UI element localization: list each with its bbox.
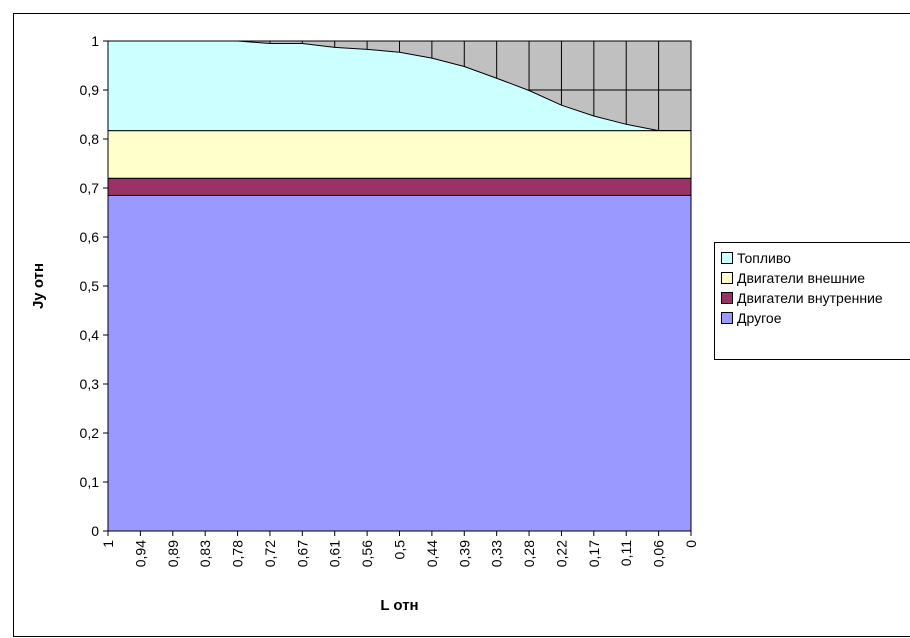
- legend-swatch: [721, 252, 733, 264]
- x-tick-label: 0,44: [424, 540, 440, 567]
- x-tick-label: 0,39: [456, 540, 472, 567]
- x-tick-label: 0,83: [197, 540, 213, 567]
- x-axis-title: L отн: [380, 597, 418, 614]
- y-tick-label: 0,8: [80, 131, 100, 147]
- legend-item: Другое: [721, 309, 781, 327]
- legend-swatch: [721, 312, 733, 324]
- stacked-area-chart: 0 0,1 0,2 0,3 0,4 0,5 0,6 0,7 0,8 0,9 1 1 0,94 0,89 0,…: [30, 33, 699, 614]
- x-tick-label: 0: [683, 540, 699, 548]
- y-tick-label: 0,4: [80, 327, 100, 343]
- x-tick-label: 0,61: [327, 540, 343, 567]
- x-tick-label: 0,28: [521, 540, 537, 567]
- y-tick-label: 0,2: [80, 425, 100, 441]
- y-tick-label: 0: [91, 523, 99, 539]
- area-series-0: [107, 194, 692, 532]
- x-tick-label: 0,5: [392, 540, 408, 560]
- legend-item: Топливо: [721, 249, 791, 267]
- x-tick-label: 0,33: [489, 540, 505, 567]
- legend-label: Двигатели внешние: [737, 270, 865, 286]
- x-tick-label: 0,89: [165, 540, 181, 567]
- legend-item: Двигатели внутренние: [721, 289, 883, 307]
- chart-frame: 0 0,1 0,2 0,3 0,4 0,5 0,6 0,7 0,8 0,9 1 1 0,94 0,89 0,…: [13, 13, 910, 637]
- legend-item: Двигатели внешние: [721, 269, 865, 287]
- y-axis-title: Jу отн: [30, 263, 47, 309]
- legend-label: Топливо: [737, 250, 791, 266]
- legend-swatch: [721, 292, 733, 304]
- legend-label: Двигатели внутренние: [737, 290, 883, 306]
- x-tick-label: 0,56: [359, 540, 375, 567]
- y-tick-label: 1: [91, 33, 99, 49]
- area-series-1: [107, 177, 692, 196]
- x-tick-label: 0,67: [294, 540, 310, 567]
- legend-label: Другое: [737, 310, 782, 326]
- x-tick-label: 0,17: [586, 540, 602, 567]
- y-tick-label: 0,5: [80, 278, 100, 294]
- y-tick-label: 0,7: [80, 180, 100, 196]
- x-tick-label: 0,72: [262, 540, 278, 567]
- x-tick-label: 0,06: [651, 540, 667, 567]
- legend: Топливо Двигатели внешние Двигатели внутре…: [714, 242, 910, 360]
- y-tick-label: 0,1: [80, 474, 100, 490]
- x-tick-label: 0,22: [553, 540, 569, 567]
- x-tick-label: 0,94: [132, 540, 148, 567]
- area-series-3: [107, 40, 691, 132]
- y-tick-label: 0,3: [80, 376, 100, 392]
- x-tick-label: 0,78: [230, 540, 246, 567]
- y-tick-label: 0,9: [80, 82, 100, 98]
- x-tick-label: 1: [100, 540, 116, 548]
- x-tick-label: 0,11: [618, 540, 634, 566]
- legend-swatch: [721, 272, 733, 284]
- y-tick-label: 0,6: [80, 229, 100, 245]
- area-series-2: [107, 130, 692, 179]
